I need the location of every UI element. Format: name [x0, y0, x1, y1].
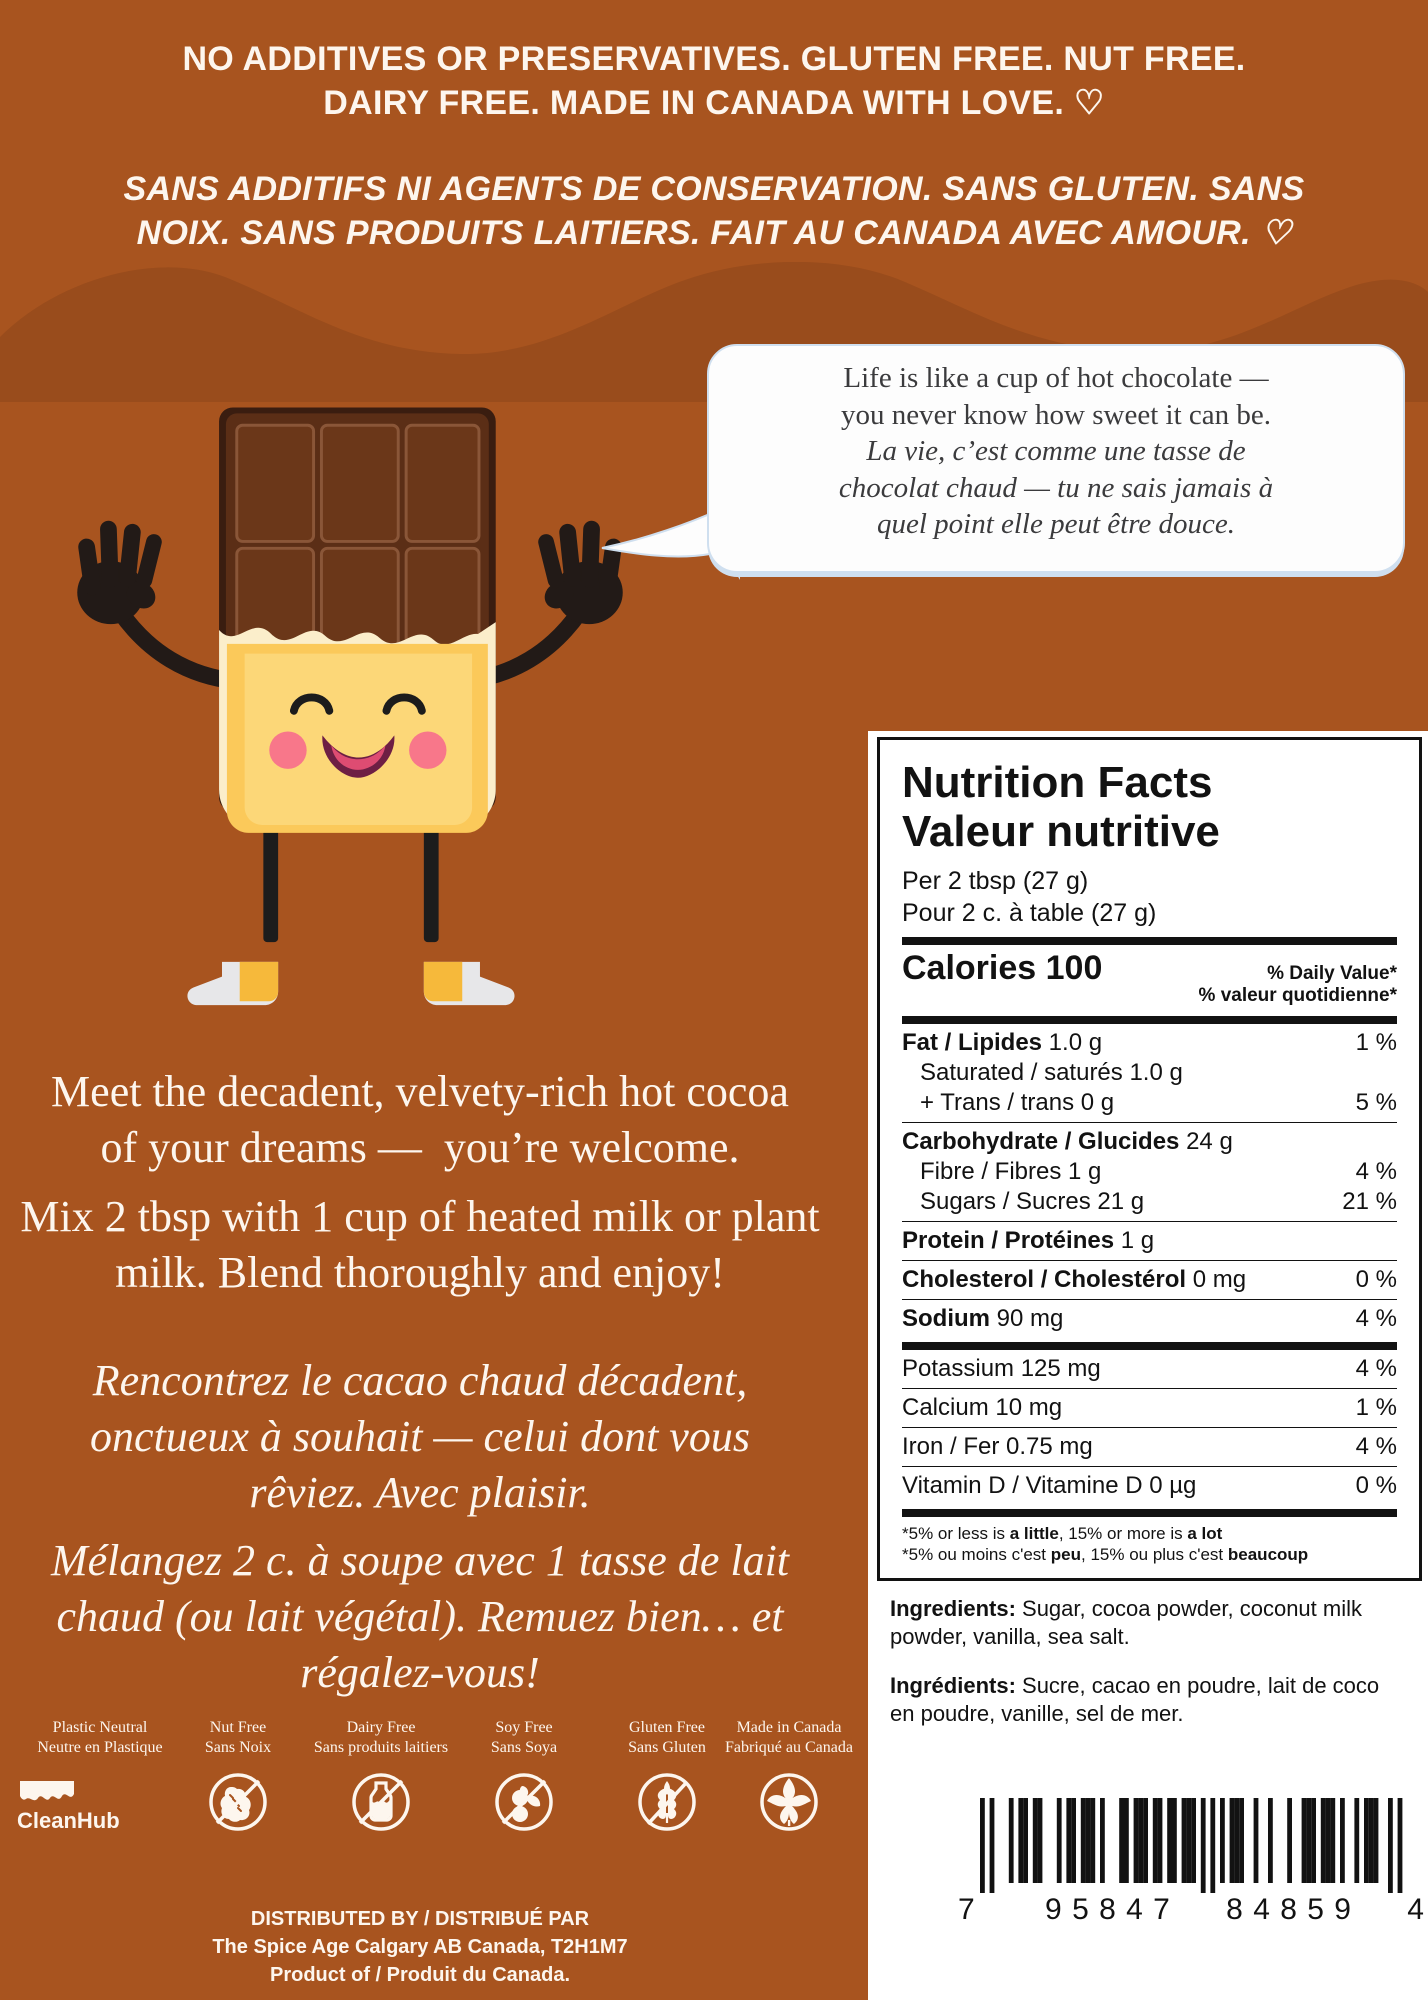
svg-text:CleanHub: CleanHub: [17, 1808, 120, 1833]
